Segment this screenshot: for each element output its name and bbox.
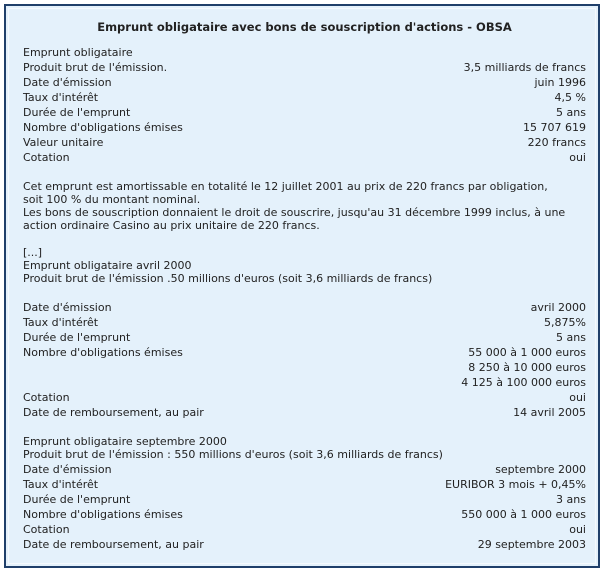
row-label: Taux d'intérêt <box>23 478 99 491</box>
row-label: Durée de l'emprunt <box>23 493 131 506</box>
row-value: 3 ans <box>556 493 586 506</box>
row-value: 5,875% <box>544 316 586 329</box>
obsa-info-box: Emprunt obligataire avec bons de souscri… <box>4 4 600 568</box>
section-avril-2000: [...] Emprunt obligataire avril 2000 Pro… <box>23 246 586 420</box>
row-value: oui <box>569 523 586 536</box>
data-row: Durée de l'emprunt 5 ans <box>23 105 586 120</box>
data-row: Cotation oui <box>23 390 586 405</box>
data-row: 4 125 à 100 000 euros <box>23 375 586 390</box>
data-row: Nombre d'obligations émises 55 000 à 1 00… <box>23 345 586 360</box>
row-label: Cotation <box>23 391 70 404</box>
row-value: oui <box>569 151 586 164</box>
section-1996: Emprunt obligataire Produit brut de l'ém… <box>23 45 586 232</box>
row-value: 5 ans <box>556 331 586 344</box>
row-label: Date d'émission <box>23 463 112 476</box>
section-heading: Emprunt obligataire septembre 2000 <box>23 435 227 448</box>
row-label: Taux d'intérêt <box>23 316 99 329</box>
data-row: Nombre d'obligations émises 550 000 à 1 0… <box>23 507 586 522</box>
row-value: 4 125 à 100 000 euros <box>461 376 586 389</box>
data-row: Produit brut de l'émission. 3,5 milliards… <box>23 60 586 75</box>
row-value: 29 septembre 2003 <box>477 538 586 551</box>
section-subheading: Produit brut de l'émission : 550 million… <box>23 448 443 461</box>
data-row: Durée de l'emprunt 3 ans <box>23 492 586 507</box>
data-row: Date d'émission septembre 2000 <box>23 462 586 477</box>
row-value: 8 250 à 10 000 euros <box>468 361 586 374</box>
data-row: Taux d'intérêt 4,5 % <box>23 90 586 105</box>
row-label: Cotation <box>23 151 70 164</box>
terms-paragraph: Cet emprunt est amortissable en totalité… <box>23 180 586 232</box>
data-row: Date de remboursement, au pair 14 avril 2… <box>23 405 586 420</box>
data-row: 8 250 à 10 000 euros <box>23 360 586 375</box>
data-row: Valeur unitaire 220 francs <box>23 135 586 150</box>
row-value: 4,5 % <box>554 91 586 104</box>
ellipsis: [...] <box>23 246 43 259</box>
row-label: Produit brut de l'émission. <box>23 61 168 74</box>
row-value: avril 2000 <box>530 301 586 314</box>
section-heading: Emprunt obligataire avril 2000 <box>23 259 192 272</box>
row-value: oui <box>569 391 586 404</box>
data-row: Taux d'intérêt 5,875% <box>23 315 586 330</box>
content: Emprunt obligataire avec bons de souscri… <box>23 20 586 552</box>
paragraph-line: action ordinaire Casino au prix unitaire… <box>23 219 320 232</box>
box-title: Emprunt obligataire avec bons de souscri… <box>97 20 512 34</box>
row-value: septembre 2000 <box>495 463 586 476</box>
row-label: Date de remboursement, au pair <box>23 406 204 419</box>
data-row: Date de remboursement, au pair 29 septemb… <box>23 537 586 552</box>
row-value: 5 ans <box>556 106 586 119</box>
row-value: 15 707 619 <box>523 121 586 134</box>
row-value: 550 000 à 1 000 euros <box>461 508 586 521</box>
row-label: Valeur unitaire <box>23 136 104 149</box>
paragraph-line: soit 100 % du montant nominal. <box>23 193 201 206</box>
data-row: Nombre d'obligations émises 15 707 619 <box>23 120 586 135</box>
row-label: Nombre d'obligations émises <box>23 346 183 359</box>
data-row: Durée de l'emprunt 5 ans <box>23 330 586 345</box>
data-row: Taux d'intérêt EURIBOR 3 mois + 0,45% <box>23 477 586 492</box>
section-septembre-2000: Emprunt obligataire septembre 2000 Produ… <box>23 435 586 552</box>
section-heading: Emprunt obligataire <box>23 46 133 59</box>
row-label: Nombre d'obligations émises <box>23 508 183 521</box>
row-value: EURIBOR 3 mois + 0,45% <box>445 478 586 491</box>
row-label: Taux d'intérêt <box>23 91 99 104</box>
data-row: Cotation oui <box>23 522 586 537</box>
row-label: Date d'émission <box>23 76 112 89</box>
row-value: 220 francs <box>527 136 586 149</box>
data-row: Date d'émission avril 2000 <box>23 300 586 315</box>
row-label: Date d'émission <box>23 301 112 314</box>
row-value: 55 000 à 1 000 euros <box>468 346 586 359</box>
inner-border <box>8 8 596 564</box>
row-label: Nombre d'obligations émises <box>23 121 183 134</box>
row-label: Durée de l'emprunt <box>23 106 131 119</box>
row-label: Durée de l'emprunt <box>23 331 131 344</box>
paragraph-line: Les bons de souscription donnaient le dr… <box>23 206 566 219</box>
row-value: 14 avril 2005 <box>513 406 586 419</box>
paragraph-line: Cet emprunt est amortissable en totalité… <box>23 180 548 193</box>
row-value: juin 1996 <box>534 76 586 89</box>
row-label: Date de remboursement, au pair <box>23 538 204 551</box>
row-label: Cotation <box>23 523 70 536</box>
data-row: Date d'émission juin 1996 <box>23 75 586 90</box>
section-subheading: Produit brut de l'émission .50 millions … <box>23 272 433 285</box>
row-value: 3,5 milliards de francs <box>463 61 586 74</box>
data-row: Cotation oui <box>23 150 586 165</box>
